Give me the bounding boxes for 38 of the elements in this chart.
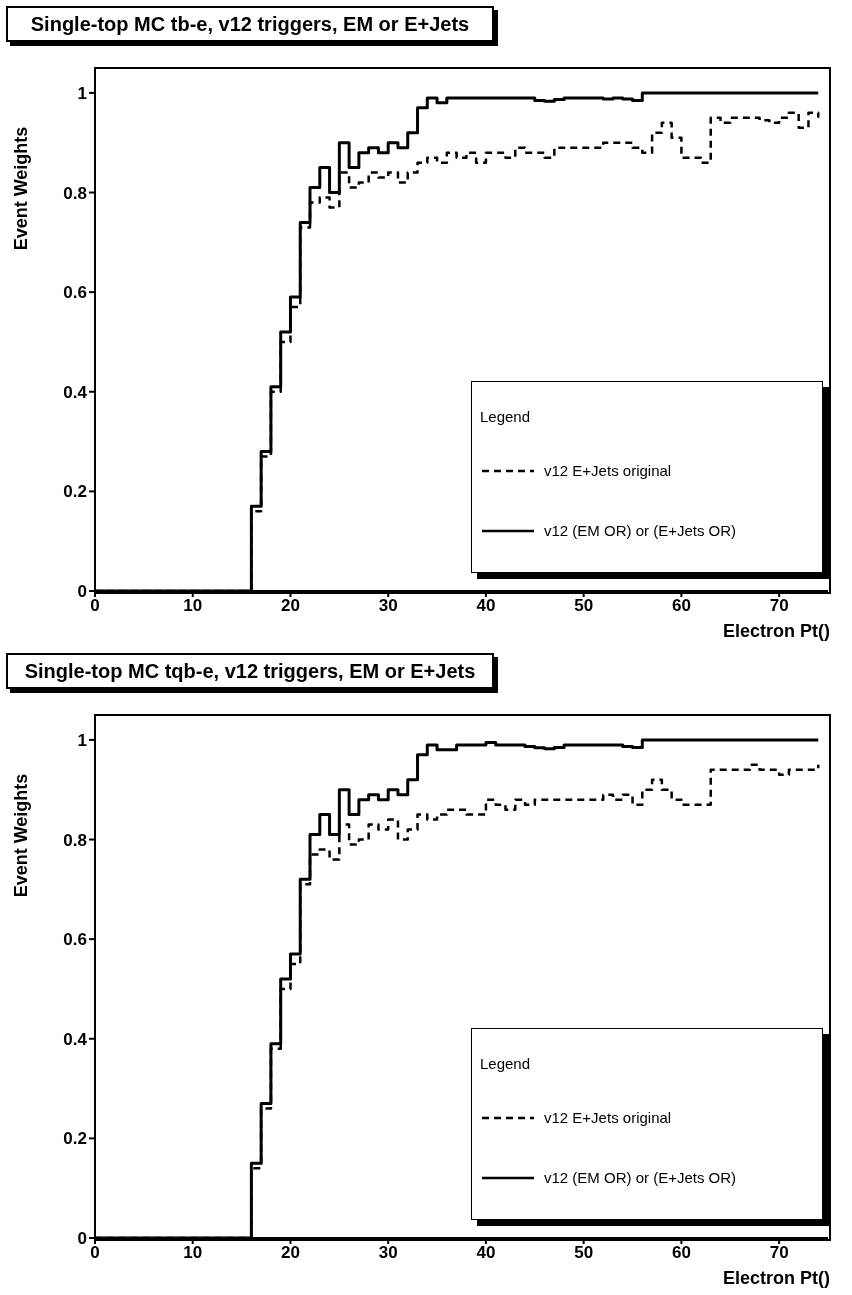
y-tick-label: 1 [77,83,87,103]
x-tick-label: 10 [183,596,203,616]
x-tick-label: 60 [671,1243,691,1263]
x-tick-label: 20 [281,1243,300,1263]
legend-label: v12 E+Jets original [544,462,672,479]
x-tick-label: 30 [378,1243,398,1263]
y-axis-title: Event Weights [11,126,33,250]
x-tick-label: 70 [769,596,789,616]
y-tick-label: 0 [77,582,87,602]
y-tick-label: 0.2 [63,1129,87,1149]
legend-title: Legend [480,1055,531,1072]
x-tick-label: 70 [769,1243,789,1263]
legend-label: v12 E+Jets original [544,1109,672,1126]
y-tick-label: 0.8 [63,830,87,850]
x-tick-label: 40 [476,596,496,616]
x-tick-label: 10 [183,1243,203,1263]
y-tick-label: 0.2 [63,482,87,502]
x-tick-label: 40 [476,1243,496,1263]
legend-label: v12 (EM OR) or (E+Jets OR) [544,522,737,539]
x-tick-label: 50 [574,596,594,616]
x-axis-title: Electron Pt() [722,621,830,642]
y-tick-label: 0 [77,1229,87,1249]
legend-label: v12 (EM OR) or (E+Jets OR) [544,1169,737,1186]
y-tick-label: 0.6 [63,283,87,303]
chart-title: Single-top MC tqb-e, v12 triggers, EM or E+Jets [6,653,494,689]
x-tick-label: 30 [378,596,398,616]
y-tick-label: 1 [77,730,87,750]
y-tick-label: 0.4 [63,1029,88,1049]
y-tick-label: 0.4 [63,382,88,402]
chart-title: Single-top MC tb-e, v12 triggers, EM or E+Jets [6,6,494,42]
x-tick-label: 60 [671,596,691,616]
x-tick-label: 20 [281,596,300,616]
y-tick-label: 0.8 [63,183,87,203]
x-axis-title: Electron Pt() [722,1268,830,1289]
x-tick-label: 50 [574,1243,594,1263]
legend-title: Legend [480,408,531,425]
y-tick-label: 0.6 [63,930,87,950]
y-axis-title: Event Weights [11,773,33,897]
